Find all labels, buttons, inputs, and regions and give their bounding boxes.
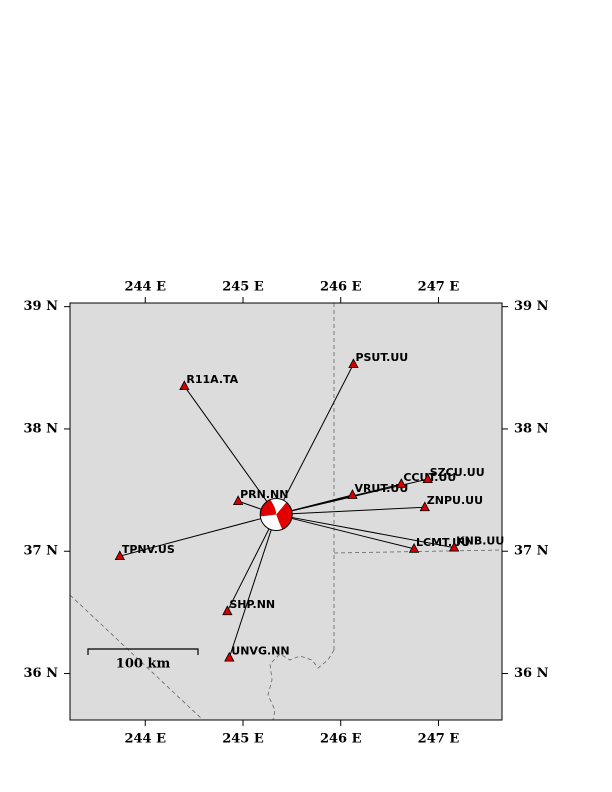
beachball-quadrant [276, 502, 292, 530]
stations: PSUT.UUR11A.TAPRN.NNVRUT.UUCCUT.UUSZCU.U… [114, 351, 504, 662]
ray-path [183, 385, 277, 515]
station-label: UNVG.NN [231, 645, 289, 658]
ray-path [228, 514, 277, 658]
station-marker [222, 605, 233, 616]
x-tick-label: 245 E [222, 732, 264, 747]
scale-bar: 100 km [87, 648, 199, 672]
y-tick-label: 37 N [24, 544, 59, 559]
x-tick-label: 247 E [418, 732, 460, 747]
ray-path [275, 363, 354, 515]
station-marker [448, 541, 460, 552]
station-label: LCMT.UU [416, 536, 470, 549]
station-label: PSUT.UU [355, 351, 408, 364]
station-marker [396, 478, 407, 488]
ray-path [276, 514, 415, 550]
axes: 244 E 244 E 245 E 245 E 246 E 246 E 247 E 247 E… [24, 280, 549, 747]
station-label: KNB.UU [456, 535, 504, 548]
station-label: PRN.NN [240, 488, 288, 501]
x-tick-label: 245 E [222, 280, 264, 295]
beachball [259, 498, 293, 532]
station-label: R11A.TA [186, 373, 238, 386]
station-marker [408, 542, 420, 553]
x-tick-label: 246 E [320, 280, 362, 295]
x-tick-label: 244 E [124, 732, 166, 747]
station-marker [348, 358, 359, 369]
station-marker [232, 495, 244, 506]
station-label: ZNPU.UU [427, 494, 483, 507]
x-tick-label: 244 E [124, 280, 166, 295]
y-tick-label: 39 N [514, 299, 549, 314]
scale-line [87, 648, 199, 655]
ray-path [119, 514, 277, 557]
station-marker [419, 501, 430, 512]
ray-path [276, 506, 425, 516]
y-tick-label: 36 N [514, 666, 549, 681]
x-tick-label: 247 E [418, 280, 460, 295]
ray-path [276, 514, 455, 549]
station-marker [114, 550, 126, 561]
ray-paths [119, 363, 455, 658]
state-border [69, 594, 204, 721]
y-tick-label: 39 N [24, 299, 59, 314]
station-marker [224, 651, 235, 662]
y-tick-label: 38 N [514, 421, 549, 436]
station-marker [179, 380, 190, 391]
state-border [267, 649, 335, 721]
y-tick-label: 38 N [24, 421, 59, 436]
station-label: TPNV.US [122, 543, 175, 556]
ray-path [226, 514, 277, 612]
scale-label: 100 km [116, 657, 171, 672]
station-label: VRUT.UU [354, 482, 408, 495]
map-frame [69, 302, 503, 721]
y-tick-label: 36 N [24, 666, 59, 681]
y-tick-label: 37 N [514, 544, 549, 559]
beachball-outline [259, 498, 293, 532]
station-label: SHP.NN [229, 598, 275, 611]
beachball-quadrant [260, 499, 277, 517]
x-tick-label: 246 E [320, 732, 362, 747]
station-marker [422, 473, 433, 483]
station-label: SZCU.UU [430, 466, 485, 479]
station-marker [347, 489, 358, 499]
